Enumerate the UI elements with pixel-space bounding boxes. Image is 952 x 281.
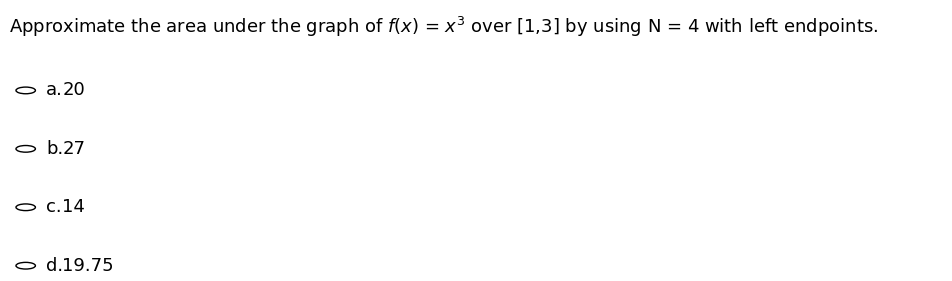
Text: 27: 27 [62,140,85,158]
Text: c.: c. [46,198,62,216]
Text: a.: a. [46,81,63,99]
Text: 20: 20 [62,81,85,99]
Text: Approximate the area under the graph of $f(x)$ = $x^3$ over [1,3] by using N = 4: Approximate the area under the graph of … [10,15,879,39]
Text: d.: d. [46,257,63,275]
Text: 19.75: 19.75 [62,257,114,275]
Text: b.: b. [46,140,63,158]
Text: 14: 14 [62,198,85,216]
